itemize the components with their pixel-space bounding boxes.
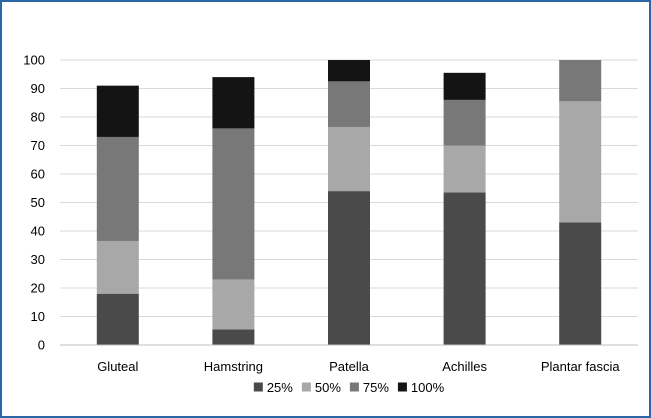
- legend-label: 100%: [411, 380, 445, 395]
- bar-segment-100pct: [96, 85, 139, 137]
- legend-item: 50%: [301, 380, 341, 395]
- bar-segment-100pct: [212, 77, 255, 129]
- y-tick-label: 0: [38, 338, 45, 353]
- bar-segment-100pct: [443, 72, 486, 100]
- x-tick-label: Hamstring: [204, 359, 263, 374]
- x-tick-label: Achilles: [442, 359, 487, 374]
- bar-segment-25pct: [96, 293, 139, 345]
- bar-segment-75pct: [443, 99, 486, 146]
- legend-label: 50%: [315, 380, 341, 395]
- y-tick-label: 50: [31, 195, 45, 210]
- axes: 0 10 20 30 40 50 60 70 80 90 100 Gluteal Hamstring Pa…: [23, 53, 638, 374]
- bar-segment-75pct: [96, 136, 139, 241]
- bar-segment-75pct: [328, 81, 370, 127]
- legend-item: 100%: [397, 380, 445, 395]
- bar-segment-25pct: [212, 329, 255, 345]
- bar-segment-25pct: [443, 192, 486, 345]
- legend: 25% 50% 75% 100%: [253, 380, 445, 395]
- legend-item: 25%: [253, 380, 293, 395]
- legend-swatch: [253, 382, 263, 392]
- bar-segment-100pct: [328, 60, 370, 82]
- x-tick-label: Patella: [329, 359, 370, 374]
- bar-segment-25pct: [559, 222, 602, 345]
- bars: [96, 60, 602, 345]
- y-tick-label: 60: [31, 167, 45, 182]
- legend-label: 25%: [267, 380, 293, 395]
- bar-segment-25pct: [328, 191, 370, 345]
- y-tick-label: 80: [31, 110, 45, 125]
- legend-swatch: [301, 382, 311, 392]
- bar-segment-75pct: [212, 128, 255, 280]
- y-tick-label: 40: [31, 224, 45, 239]
- bar-segment-50pct: [443, 145, 486, 193]
- y-tick-label: 100: [23, 53, 45, 68]
- bar-segment-50pct: [328, 126, 370, 192]
- x-tick-label: Gluteal: [97, 359, 138, 374]
- bar-segment-50pct: [559, 101, 602, 223]
- legend-item: 75%: [349, 380, 389, 395]
- y-tick-label: 30: [31, 252, 45, 267]
- bar-segment-50pct: [212, 279, 255, 330]
- legend-swatch: [349, 382, 359, 392]
- y-tick-label: 70: [31, 138, 45, 153]
- legend-swatch: [397, 382, 407, 392]
- y-tick-label: 90: [31, 81, 45, 96]
- legend-label: 75%: [363, 380, 389, 395]
- y-tick-label: 10: [31, 309, 45, 324]
- y-tick-label: 20: [31, 281, 45, 296]
- bar-segment-75pct: [559, 60, 602, 102]
- x-tick-label: Plantar fascia: [541, 359, 621, 374]
- bar-segment-50pct: [96, 240, 139, 294]
